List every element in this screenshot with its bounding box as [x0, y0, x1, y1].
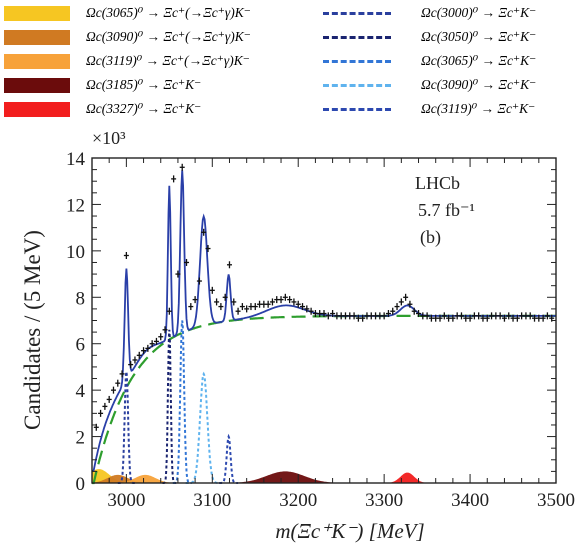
- x-tick-label: 3000: [107, 490, 145, 511]
- data-points: [93, 163, 555, 431]
- y-axis-title: Candidates / (5 MeV): [20, 230, 45, 430]
- legend-item: Ωc(3119)⁰ → Ξc⁺(→Ξc⁺γ)K⁻: [4, 51, 250, 71]
- y-tick-label: 6: [76, 335, 86, 356]
- x-tick-label: 3200: [279, 490, 317, 511]
- legend-item: Ωc(3065)⁰ → Ξc⁺K⁻: [323, 51, 536, 71]
- panel-label: (b): [420, 227, 441, 248]
- legend-item: Ωc(3090)⁰ → Ξc⁺(→Ξc⁺γ)K⁻: [4, 27, 251, 47]
- legend-label: Ωc(3065)⁰ → Ξc⁺(→Ξc⁺γ)K⁻: [86, 5, 251, 20]
- legend-dash: [323, 59, 391, 63]
- background-line: [92, 314, 556, 485]
- component-fill: [104, 474, 187, 483]
- y-tick-label: 4: [76, 381, 86, 402]
- total-fit: [91, 170, 556, 473]
- legend-item: Ωc(3185)⁰ → Ξc⁺K⁻: [4, 75, 201, 95]
- legend-dash: [323, 83, 391, 87]
- legend-label: Ωc(3119)⁰ → Ξc⁺K⁻: [421, 101, 536, 116]
- component-line: [185, 371, 222, 484]
- legend-label: Ωc(3090)⁰ → Ξc⁺(→Ξc⁺γ)K⁻: [86, 29, 251, 44]
- legend-item: Ωc(3090)⁰ → Ξc⁺K⁻: [323, 75, 536, 95]
- signal-components: [117, 320, 239, 484]
- y-tick-label: 0: [76, 474, 86, 495]
- legend-swatch: [4, 29, 70, 45]
- x-tick-label: 3500: [537, 490, 575, 511]
- legend-label: Ωc(3065)⁰ → Ξc⁺K⁻: [421, 53, 537, 68]
- axes: [91, 157, 557, 484]
- component-line: [172, 320, 192, 484]
- legend: Ωc(3065)⁰ → Ξc⁺(→Ξc⁺γ)K⁻ Ωc(3090)⁰ → Ξc⁺…: [0, 0, 585, 130]
- legend-swatch: [4, 53, 70, 69]
- y-multiplier: ×10³: [92, 128, 126, 148]
- y-tick-label: 10: [66, 242, 85, 263]
- legend-swatch: [4, 101, 70, 117]
- legend-label: Ωc(3119)⁰ → Ξc⁺(→Ξc⁺γ)K⁻: [86, 53, 250, 68]
- legend-item: Ωc(3065)⁰ → Ξc⁺(→Ξc⁺γ)K⁻: [4, 3, 251, 23]
- component-line: [162, 329, 177, 484]
- legend-swatch: [4, 77, 70, 93]
- x-axis-title: m(Ξc⁺K⁻) [MeV]: [275, 519, 424, 543]
- legend-item: Ωc(3119)⁰ → Ξc⁺K⁻: [323, 99, 535, 119]
- experiment-label: LHCb: [415, 173, 460, 193]
- legend-item: Ωc(3000)⁰ → Ξc⁺K⁻: [323, 3, 536, 23]
- y-tick-label: 2: [76, 428, 86, 449]
- component-line: [219, 433, 239, 484]
- tick-labels: 3000 3100 3200 3300 3400 3500 0 2 4 6 8 10 12 14: [66, 149, 575, 511]
- mass-spectrum-plot: 3000 3100 3200 3300 3400 3500 0 2 4 6 8 10 12 14 ×10³…: [20, 128, 575, 543]
- legend-label: Ωc(3327)⁰ → Ξc⁺K⁻: [86, 101, 202, 116]
- y-tick-label: 14: [66, 149, 86, 170]
- legend-label: Ωc(3050)⁰ → Ξc⁺K⁻: [421, 29, 537, 44]
- component-fill: [209, 471, 361, 483]
- legend-label: Ωc(3185)⁰ → Ξc⁺K⁻: [86, 77, 202, 92]
- x-tick-label: 3100: [193, 490, 231, 511]
- background-curve: [92, 314, 556, 485]
- x-tick-label: 3400: [451, 490, 489, 511]
- legend-label: Ωc(3000)⁰ → Ξc⁺K⁻: [421, 5, 537, 20]
- legend-item: Ωc(3327)⁰ → Ξc⁺K⁻: [4, 99, 201, 119]
- legend-dash: [323, 107, 391, 111]
- fit-line: [91, 170, 556, 473]
- legend-dash: [323, 35, 391, 39]
- luminosity-label: 5.7 fb⁻¹: [418, 200, 475, 220]
- plot-frame: [91, 157, 557, 484]
- component-fill: [92, 469, 141, 483]
- legend-dash: [323, 11, 391, 15]
- x-tick-label: 3300: [365, 490, 403, 511]
- component-fill: [379, 472, 435, 483]
- y-tick-label: 8: [76, 288, 86, 309]
- legend-label: Ωc(3090)⁰ → Ξc⁺K⁻: [421, 77, 537, 92]
- legend-item: Ωc(3050)⁰ → Ξc⁺K⁻: [323, 27, 536, 47]
- y-tick-label: 12: [66, 195, 85, 216]
- legend-swatch: [4, 5, 70, 21]
